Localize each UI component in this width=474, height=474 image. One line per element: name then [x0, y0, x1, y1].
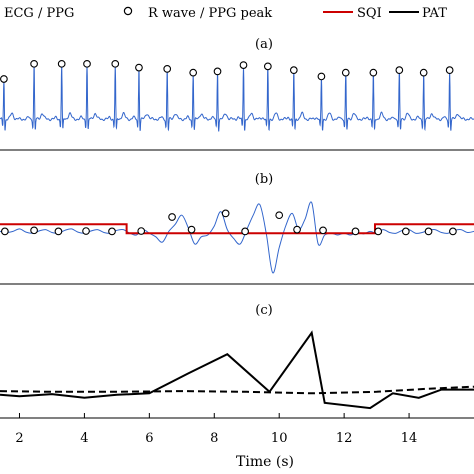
ppg-peak-marker: [401, 227, 410, 236]
r-wave-marker: [419, 68, 428, 77]
panel-a-label: (a): [255, 37, 273, 52]
ppg-peak-marker: [319, 226, 327, 235]
pat-reference-line: [0, 385, 474, 395]
ppg-peak-marker: [30, 226, 38, 235]
r-wave-marker: [289, 66, 298, 74]
ppg-peak-marker: [54, 227, 63, 236]
sqi-line: [0, 223, 474, 235]
x-axis-title: Time (s): [236, 454, 294, 470]
r-wave-marker: [163, 65, 172, 73]
pat-line: [0, 330, 474, 410]
ppg-peak-marker: [351, 227, 360, 236]
ppg-line: [0, 201, 474, 274]
x-tick-label: 4: [80, 431, 88, 446]
ppg-peak-marker: [424, 227, 433, 236]
r-wave-marker: [111, 59, 120, 68]
r-wave-marker: [239, 61, 248, 69]
ppg-peak-marker: [82, 227, 90, 235]
ppg-peak-marker: [275, 211, 284, 220]
ppg-peak-marker: [137, 227, 146, 235]
ppg-peak-marker: [168, 213, 176, 221]
x-tick-label: 10: [271, 431, 288, 446]
x-tick-label: 12: [336, 431, 353, 446]
ppg-peak-marker: [187, 225, 196, 234]
legend-marker-peak: [123, 6, 133, 16]
panel-b-plot: [0, 201, 474, 274]
legend-label-peak: R wave / PPG peak: [148, 6, 272, 21]
ppg-peak-marker: [449, 227, 457, 236]
r-wave-marker: [263, 62, 272, 71]
x-tick-label: 14: [401, 431, 418, 446]
legend-label-ecg-ppg: ECG / PPG: [4, 6, 74, 21]
r-wave-marker: [445, 66, 454, 74]
legend-label-sqi: SQI: [357, 6, 382, 21]
r-wave-marker: [135, 63, 143, 72]
ppg-peak-marker: [293, 225, 301, 234]
r-wave-marker: [30, 59, 38, 68]
x-tick-label: 2: [15, 431, 23, 446]
r-wave-marker: [213, 67, 222, 76]
r-wave-marker: [341, 68, 350, 77]
r-wave-marker: [83, 59, 91, 68]
ppg-peak-marker: [374, 227, 383, 236]
ppg-peak-marker: [241, 227, 249, 236]
r-wave-marker: [395, 66, 404, 74]
panel-b-label: (b): [255, 172, 273, 187]
panel-c-label: (c): [255, 303, 272, 318]
panel-c-plot: [0, 330, 474, 410]
r-wave-marker: [189, 68, 198, 77]
r-wave-marker: [0, 75, 8, 83]
r-wave-marker: [57, 59, 66, 68]
legend: ECG / PPG R wave / PPG peak SQI PAT: [4, 6, 447, 21]
x-tick-label: 8: [210, 431, 218, 446]
ppg-peak-marker: [108, 227, 116, 236]
x-tick-label: 6: [145, 431, 153, 446]
x-axis: 2 4 6 8 10 12 14: [15, 413, 417, 446]
ppg-peak-marker: [221, 209, 230, 218]
r-wave-marker: [317, 72, 326, 81]
legend-label-pat: PAT: [422, 6, 447, 21]
r-wave-marker: [369, 68, 378, 77]
panel-a-plot: [0, 59, 474, 132]
ecg-line: [0, 64, 474, 132]
ppg-peak-marker: [1, 227, 9, 236]
